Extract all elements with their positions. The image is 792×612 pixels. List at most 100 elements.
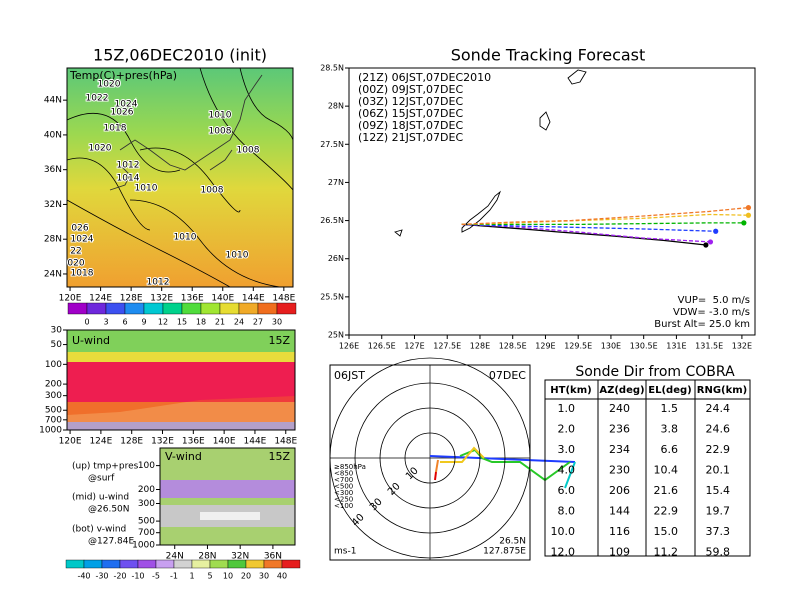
table-cell: 6.6: [661, 443, 679, 456]
colorbar-label: 15: [177, 318, 187, 327]
table-header: RNG(km): [697, 385, 748, 396]
y-tick-label: 32N: [44, 200, 62, 210]
table-cell: 21.6: [654, 484, 679, 497]
table-cell: 6.0: [558, 484, 576, 497]
x-tick-label: 128E: [120, 437, 143, 447]
colorbar-label: -20: [113, 572, 126, 581]
colorbar-box: [162, 302, 183, 315]
y-tick-label: 50: [51, 340, 63, 350]
table-cell: 11.2: [654, 546, 679, 559]
colorbar-box: [155, 559, 175, 569]
colorbar-box: [227, 559, 247, 569]
polar-ring: [404, 432, 456, 484]
colorbar-box: [200, 302, 221, 315]
table-cell: 3.8: [661, 423, 679, 436]
y-tick-label: 28N: [328, 102, 344, 111]
y-tick-label: 24N: [44, 269, 62, 279]
track: [461, 206, 749, 226]
u-title: U-wind: [72, 334, 110, 347]
y-tick-label: 300: [45, 391, 62, 401]
table-cell: 20.1: [706, 464, 731, 477]
v-title: V-wind: [165, 450, 202, 463]
colorbar-box: [245, 559, 265, 569]
colorbar-box: [181, 302, 202, 315]
v-field: [160, 480, 295, 498]
x-tick-label: 126E: [339, 342, 359, 351]
note: (mid) u-wind: [72, 493, 129, 503]
isobar-label: 1012: [117, 161, 140, 171]
isobar-label: 1010: [135, 184, 158, 194]
u-field: [67, 422, 295, 430]
colorbar-label: 30: [259, 572, 269, 581]
note: (bot) v-wind: [72, 525, 126, 535]
isobar-label: 1024: [71, 235, 94, 245]
isobar-label: 22: [70, 247, 81, 257]
colorbar-box: [173, 559, 193, 569]
x-tick-label: 148E: [274, 437, 297, 447]
colorbar-label: 30: [272, 318, 282, 327]
x-tick-label: 129.5E: [564, 342, 592, 351]
colorbar-box: [209, 559, 229, 569]
colorbar-label: 18: [196, 318, 206, 327]
table-cell: 59.8: [706, 546, 731, 559]
legend-entry: (09Z) 18JST,07DEC: [358, 119, 463, 132]
y-tick-label: 500: [45, 406, 62, 416]
colorbar-box: [143, 302, 164, 315]
isobar-label: 1018: [104, 124, 127, 134]
x-tick-label: 131.5E: [695, 342, 723, 351]
polar-date: 07DEC: [489, 369, 526, 382]
track: [461, 222, 744, 226]
isobar-label: 1008: [201, 186, 224, 196]
y-tick-label: 200: [138, 485, 155, 495]
table-cell: 4.0: [558, 464, 576, 477]
table-header: HT(km): [550, 385, 591, 396]
track-title: Sonde Tracking Forecast: [451, 46, 646, 65]
legend-entry: ≥850hPa: [334, 463, 366, 471]
hodograph: [440, 446, 485, 463]
track-end: [713, 228, 719, 234]
track-end: [745, 205, 752, 211]
legend-entry: <300: [334, 489, 353, 497]
isobar-label: 1010: [226, 251, 249, 261]
table-cell: 10.4: [654, 464, 679, 477]
note: @26.50N: [88, 505, 130, 515]
annotation: VDW= -3.0 m/s: [673, 307, 750, 318]
legend-entry: <250: [334, 496, 353, 504]
legend-entry: (06Z) 15JST,07DEC: [358, 107, 463, 120]
table-cell: 10.0: [551, 525, 576, 538]
table-header: EL(deg): [648, 385, 691, 396]
table-cell: 1.5: [661, 402, 679, 415]
table-cell: 230: [609, 464, 630, 477]
table-cell: 12.0: [551, 546, 576, 559]
table-cell: 144: [609, 505, 630, 518]
track: [461, 223, 711, 243]
x-tick-label: 130.5E: [630, 342, 658, 351]
colorbar-box: [219, 302, 240, 315]
y-tick-label: 27N: [328, 178, 344, 187]
isobar-label: 1010: [209, 111, 232, 121]
table-cell: 15.0: [654, 525, 679, 538]
y-tick-label: 40N: [44, 130, 62, 140]
colorbar-label: 10: [223, 572, 233, 581]
legend-entry: <850: [334, 470, 353, 478]
y-tick-label: 1000: [39, 426, 62, 436]
colorbar-label: 24: [234, 318, 244, 327]
y-tick-label: 27.5N: [320, 140, 344, 149]
table-cell: 236: [609, 423, 630, 436]
v-time: 15Z: [268, 450, 290, 463]
colorbar-label: -1: [170, 572, 178, 581]
u-field: [67, 402, 295, 422]
x-tick-label: 136E: [182, 437, 205, 447]
track-end: [707, 239, 714, 245]
y-tick-label: 200: [45, 380, 62, 390]
colorbar-label: 1: [189, 572, 194, 581]
u-time: 15Z: [268, 334, 290, 347]
isobar-label: 1024: [115, 100, 138, 110]
table-cell: 206: [609, 484, 630, 497]
x-tick-label: 128E: [120, 294, 143, 304]
x-tick-label: 120E: [59, 294, 82, 304]
y-tick-label: 26.5N: [320, 216, 344, 225]
isobar-label: 1014: [117, 174, 140, 184]
polar-ring: [354, 382, 506, 534]
